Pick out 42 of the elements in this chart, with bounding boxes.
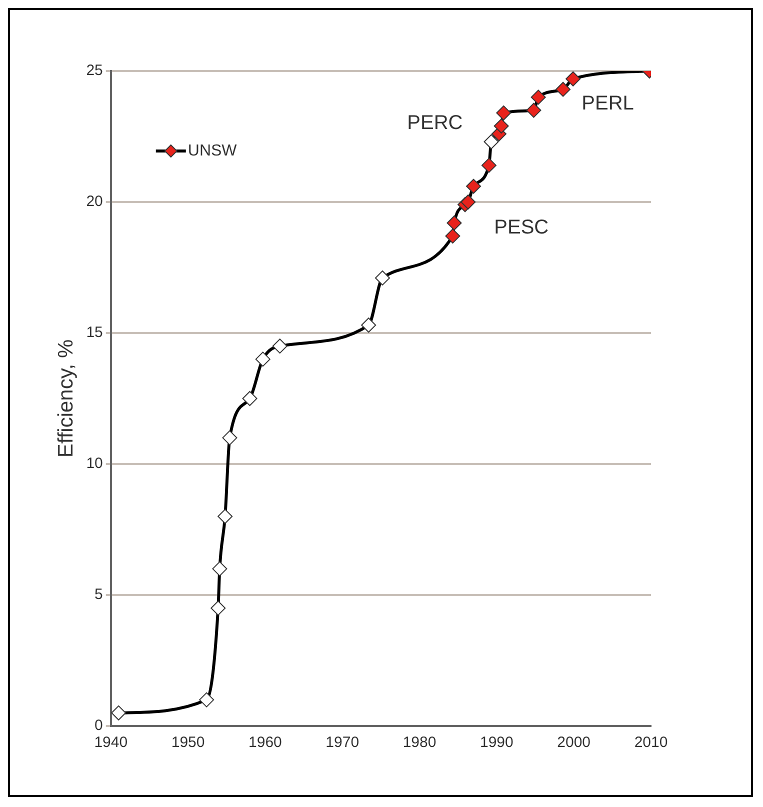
y-axis-title: Efficiency, % <box>54 339 78 458</box>
annotation: PERL <box>582 92 634 114</box>
point <box>466 178 482 194</box>
point <box>460 194 476 210</box>
y-tick-label: 10 <box>86 455 103 472</box>
point <box>272 338 288 354</box>
x-tick-label: 1970 <box>326 734 360 752</box>
x-tick-label: 1950 <box>171 734 205 752</box>
point <box>255 352 270 367</box>
point <box>242 391 258 406</box>
point <box>526 102 542 118</box>
x-tick-label: 1960 <box>248 734 282 752</box>
legend-label: UNSW <box>188 142 238 160</box>
point <box>374 270 390 286</box>
point <box>530 90 546 105</box>
point <box>210 600 226 616</box>
x-tick-label: 1940 <box>94 734 128 752</box>
point <box>199 692 214 708</box>
point <box>212 561 228 576</box>
point <box>496 105 512 120</box>
point <box>481 158 496 173</box>
point <box>484 134 499 150</box>
x-tick-label: 1980 <box>402 734 436 752</box>
x-tick-label: 1990 <box>480 734 514 752</box>
point <box>566 71 581 86</box>
point <box>111 705 126 720</box>
y-tick-label: 5 <box>94 586 103 604</box>
y-tick-label: 20 <box>86 193 103 210</box>
x-tick-label: 2000 <box>557 734 591 752</box>
point <box>445 228 460 244</box>
y-tick-label: 25 <box>86 62 103 80</box>
point <box>218 508 233 524</box>
point <box>556 82 571 97</box>
annotation: PERC <box>407 112 463 134</box>
point <box>446 215 462 230</box>
point <box>361 318 376 333</box>
point <box>222 430 238 446</box>
y-tick-label: 15 <box>86 324 103 342</box>
point <box>494 118 509 134</box>
y-tick-label: 0 <box>94 717 103 734</box>
annotation: PESC <box>494 216 549 239</box>
x-tick-label: 2010 <box>634 734 668 752</box>
